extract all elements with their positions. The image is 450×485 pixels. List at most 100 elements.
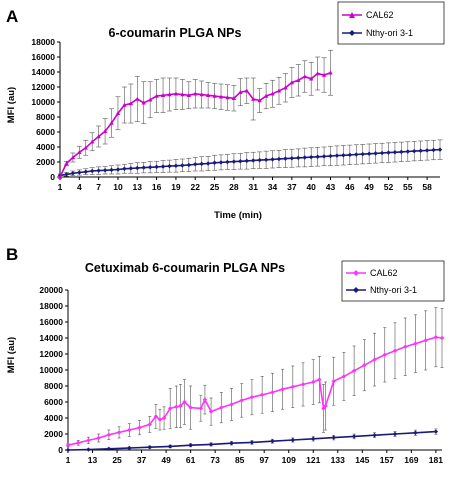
data-point (373, 151, 378, 156)
x-tick-label: 157 (380, 455, 394, 465)
x-tick-label: 61 (186, 455, 196, 465)
data-point (289, 156, 295, 161)
data-point (283, 85, 288, 90)
series-cal62 (57, 49, 334, 179)
data-point (160, 164, 166, 169)
data-point (109, 120, 114, 125)
y-tick-label: 10000 (31, 97, 55, 107)
data-point (270, 390, 275, 395)
data-point (77, 150, 82, 155)
x-tick-label: 4 (77, 182, 82, 192)
data-point (86, 447, 91, 452)
x-tick-label: 49 (364, 182, 374, 192)
data-point (173, 91, 179, 96)
series-line (67, 336, 443, 446)
data-point (321, 154, 327, 159)
data-point (412, 148, 417, 154)
data-point (212, 160, 217, 165)
y-tick-label: 6000 (36, 127, 55, 137)
panel-letter-b: B (6, 245, 18, 264)
data-point (83, 145, 88, 150)
data-point (83, 169, 88, 174)
data-point (283, 156, 288, 161)
data-point (372, 433, 377, 438)
data-point (300, 382, 306, 387)
data-point (372, 357, 377, 362)
data-point (141, 165, 146, 170)
data-point (431, 147, 436, 153)
x-tick-label: 109 (282, 455, 296, 465)
data-point (141, 100, 146, 105)
data-point (424, 148, 430, 153)
data-point (147, 422, 152, 427)
data-point (193, 91, 198, 96)
legend-b-nthy-marker (353, 287, 359, 293)
data-point (77, 170, 82, 175)
data-point (90, 139, 95, 144)
data-point (225, 159, 230, 165)
data-point (347, 152, 353, 158)
data-point (202, 397, 208, 402)
data-point (315, 71, 320, 76)
data-point (351, 434, 357, 439)
x-tick-label: 22 (191, 182, 201, 192)
data-point (198, 406, 204, 411)
data-point (167, 406, 173, 411)
y-tick-label: 18000 (31, 37, 55, 47)
data-point (403, 344, 408, 349)
data-point (173, 163, 179, 168)
data-point (115, 111, 121, 116)
data-point (379, 150, 385, 156)
data-point (362, 363, 367, 368)
data-point (413, 341, 418, 346)
data-point (328, 70, 333, 75)
data-point (317, 377, 322, 382)
x-tick-label: 16 (152, 182, 162, 192)
data-point (64, 161, 69, 166)
y-tick-label: 6000 (44, 397, 63, 407)
data-point (296, 155, 301, 161)
data-point (180, 92, 185, 97)
data-point (96, 435, 101, 441)
legend-b-nthy-label: Nthy-ori 3-1 (370, 285, 417, 295)
data-point (257, 98, 262, 103)
legend-a-cal62-label: CAL62 (366, 10, 394, 20)
legend-a-cal62-marker (349, 12, 355, 18)
chart-a-legend: CAL62 Nthy-ori 3-1 (337, 1, 445, 45)
data-point (154, 164, 159, 170)
data-point (270, 157, 275, 162)
data-point (321, 406, 326, 411)
data-point (109, 167, 114, 173)
x-tick-label: 58 (422, 182, 432, 192)
data-point (239, 398, 244, 403)
legend-b-cal62-label: CAL62 (370, 268, 398, 278)
x-tick-label: 133 (331, 455, 345, 465)
x-tick-label: 181 (429, 455, 443, 465)
x-tick-label: 121 (306, 455, 320, 465)
data-point (433, 335, 439, 340)
data-point (128, 101, 134, 106)
data-point (386, 150, 391, 155)
data-point (392, 348, 398, 353)
y-tick-label: 2000 (44, 429, 63, 439)
data-point (70, 171, 76, 176)
data-point (86, 438, 91, 443)
data-point (290, 384, 296, 389)
data-point (263, 157, 269, 162)
data-point (270, 439, 275, 444)
y-tick-label: 8000 (44, 381, 63, 391)
y-tick-label: 12000 (39, 349, 63, 359)
y-tick-label: 10000 (39, 365, 63, 375)
chart-b-ylabel: MFI (au) (6, 337, 17, 373)
data-point (65, 443, 71, 448)
data-point (70, 155, 76, 160)
data-point (186, 93, 192, 98)
data-point (64, 172, 69, 177)
data-point (302, 74, 307, 79)
data-point (382, 352, 387, 357)
data-point (351, 368, 357, 373)
x-tick-label: 31 (248, 182, 258, 192)
data-point (405, 149, 410, 154)
data-point (147, 445, 152, 450)
